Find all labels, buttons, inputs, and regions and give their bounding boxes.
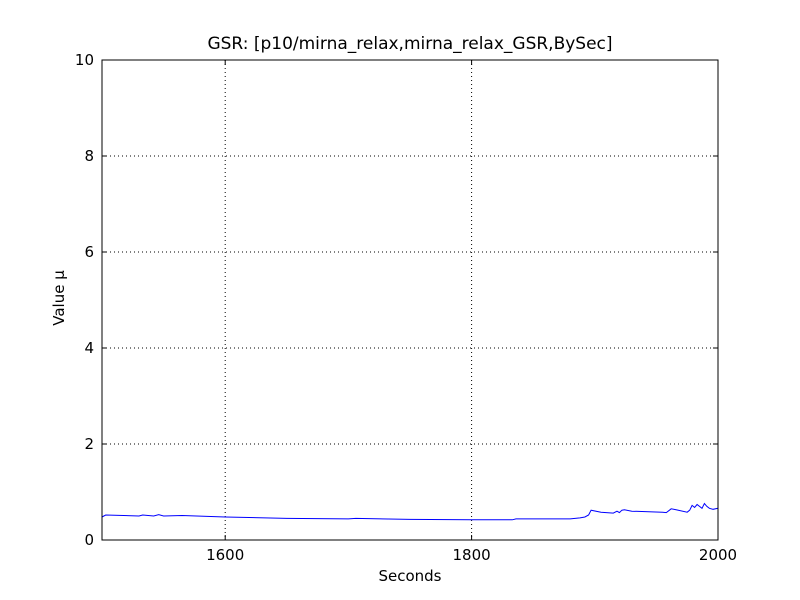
y-tick-label: 4: [84, 339, 94, 357]
y-tick-label: 6: [84, 243, 94, 261]
x-axis-label: Seconds: [378, 567, 442, 585]
axis-ticks: [102, 59, 719, 541]
y-axis-label: Value µ: [50, 270, 68, 326]
x-tick-label: 1600: [206, 546, 244, 564]
plot-frame: [101, 59, 719, 541]
y-tick-label: 8: [84, 147, 94, 165]
grid-lines: [102, 60, 718, 540]
data-series: [101, 502, 719, 521]
y-tick-label: 0: [84, 531, 94, 549]
tick-labels: 1600 1800 2000 0 2 4 6 8 10: [75, 51, 737, 564]
series-line: [101, 502, 719, 521]
y-tick-label: 10: [75, 51, 94, 69]
x-tick-label: 1800: [453, 546, 491, 564]
y-tick-label: 2: [84, 435, 94, 453]
chart-title: GSR: [p10/mirna_relax,mirna_relax_GSR,By…: [207, 34, 613, 54]
x-tick-label: 2000: [699, 546, 737, 564]
